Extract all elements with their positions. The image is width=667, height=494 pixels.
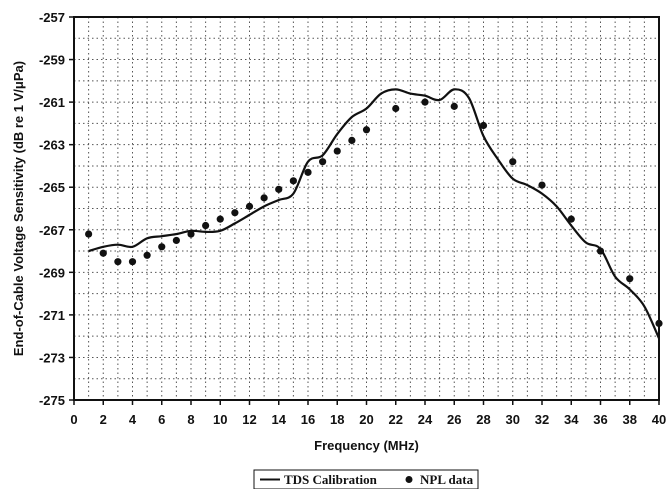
series-line-tds-calibration xyxy=(88,88,661,339)
npl-data-point xyxy=(450,102,458,110)
npl-data-point xyxy=(538,181,546,189)
npl-data-point xyxy=(187,230,195,238)
npl-data-point xyxy=(128,258,137,266)
y-axis-title: End-of-Cable Voltage Sensitivity (dB re … xyxy=(11,61,26,356)
npl-data-point xyxy=(231,209,239,217)
npl-data-point xyxy=(333,147,341,155)
y-tick-label: -265 xyxy=(39,180,65,195)
npl-data-point xyxy=(85,230,93,238)
npl-data-point xyxy=(114,258,122,266)
npl-data-point xyxy=(655,319,663,327)
x-tick-label: 2 xyxy=(100,412,107,427)
axis-ticks: 0 2 4 6 8 10 12 14 16 18 20 22 24 26 28 30 32 34 36 38 40-25… xyxy=(39,10,666,427)
npl-data-point xyxy=(245,202,254,210)
x-tick-label: 34 xyxy=(564,412,579,427)
series-layer xyxy=(85,88,663,339)
y-tick-label: -273 xyxy=(39,350,65,365)
x-tick-label: 16 xyxy=(301,412,315,427)
npl-data-point xyxy=(275,185,283,193)
npl-data-point xyxy=(202,221,210,230)
y-tick-label: -263 xyxy=(39,138,65,153)
npl-data-point xyxy=(567,215,575,223)
npl-data-point xyxy=(216,215,224,223)
legend-item-tds-calibration: TDS Calibration xyxy=(284,472,378,487)
x-tick-label: 0 xyxy=(70,412,77,427)
npl-data-point xyxy=(99,249,107,257)
legend-dot-swatch xyxy=(405,476,413,483)
npl-data-point xyxy=(479,121,488,130)
npl-data-point xyxy=(158,243,166,251)
y-tick-label: -269 xyxy=(39,265,65,280)
legend: TDS Calibration NPL data xyxy=(253,469,479,490)
x-tick-label: 26 xyxy=(447,412,461,427)
x-tick-label: 30 xyxy=(506,412,520,427)
y-tick-label: -259 xyxy=(39,53,65,68)
x-tick-label: 12 xyxy=(242,412,256,427)
x-tick-label: 20 xyxy=(359,412,373,427)
npl-data-point xyxy=(362,126,371,134)
x-tick-label: 28 xyxy=(476,412,490,427)
npl-data-point xyxy=(348,136,356,145)
npl-data-point xyxy=(626,275,634,283)
y-tick-label: -267 xyxy=(39,223,65,238)
npl-data-point xyxy=(304,168,312,176)
y-tick-label: -271 xyxy=(39,308,65,323)
x-tick-label: 32 xyxy=(535,412,549,427)
x-tick-label: 38 xyxy=(623,412,637,427)
x-tick-label: 18 xyxy=(330,412,344,427)
grid xyxy=(74,17,659,400)
x-tick-label: 10 xyxy=(213,412,227,427)
y-tick-label: -275 xyxy=(39,393,65,408)
npl-data-point xyxy=(319,158,327,166)
npl-data-point xyxy=(421,98,429,106)
x-tick-label: 36 xyxy=(593,412,607,427)
legend-item-npl-data: NPL data xyxy=(420,472,474,487)
x-tick-label: 6 xyxy=(158,412,165,427)
x-tick-label: 14 xyxy=(272,412,287,427)
x-tick-label: 22 xyxy=(389,412,403,427)
y-tick-label: -257 xyxy=(39,10,65,25)
x-tick-label: 24 xyxy=(418,412,433,427)
npl-data-point xyxy=(289,177,297,185)
npl-data-point xyxy=(172,236,180,245)
npl-data-point xyxy=(260,194,268,202)
y-tick-label: -261 xyxy=(39,95,65,110)
x-tick-label: 8 xyxy=(187,412,194,427)
npl-data-point xyxy=(392,104,400,113)
npl-data-point xyxy=(596,247,605,255)
x-tick-label: 4 xyxy=(129,412,137,427)
npl-data-point xyxy=(509,158,517,166)
npl-data-point xyxy=(143,251,151,259)
x-axis-title: Frequency (MHz) xyxy=(314,438,419,453)
x-tick-label: 40 xyxy=(652,412,666,427)
